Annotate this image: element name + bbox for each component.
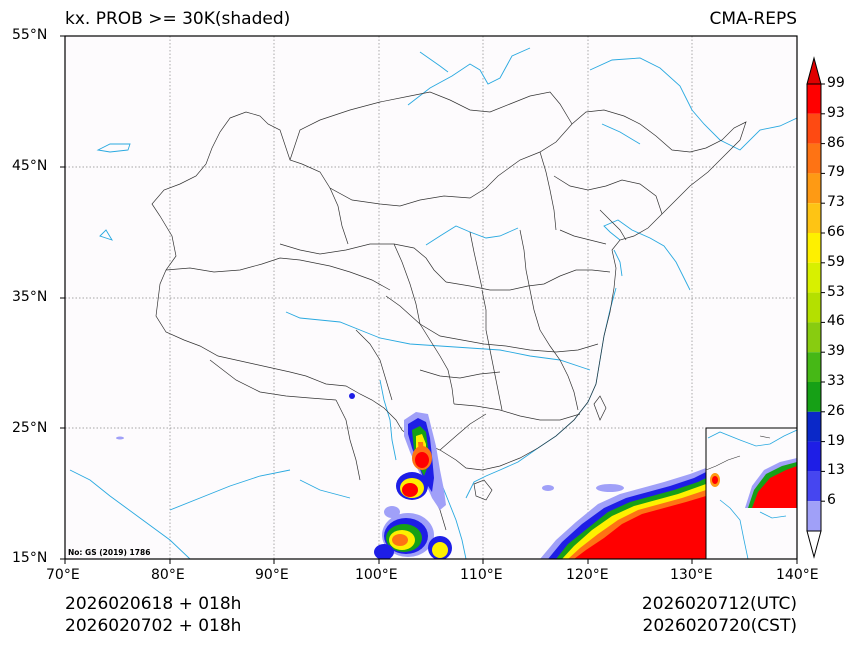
colorbar-frame xyxy=(806,83,822,532)
lat-label-15: 15°N xyxy=(12,550,48,566)
colorbar-segment xyxy=(807,382,821,412)
colorbar-segment xyxy=(807,262,821,293)
lat-label-55: 55°N xyxy=(12,27,48,43)
colorbar-segment xyxy=(807,441,821,472)
colorbar-segment xyxy=(807,352,821,382)
colorbar-segment xyxy=(807,501,821,531)
inset-shading xyxy=(710,458,797,508)
colorbar-label: 26 xyxy=(827,402,845,419)
init-time-cst: 2026020702 + 018h xyxy=(65,616,242,636)
colorbar-label: 39 xyxy=(827,343,845,360)
colorbar-label: 93 xyxy=(827,104,845,121)
inset-coast xyxy=(707,429,797,559)
admin-borders xyxy=(151,91,747,531)
probability-shading xyxy=(116,393,706,559)
colorbar-label: 79 xyxy=(827,164,845,181)
graticule xyxy=(65,36,797,559)
inset-borders xyxy=(705,435,771,471)
colorbar-segment xyxy=(807,143,821,174)
map-title-right: CMA-REPS xyxy=(709,9,797,29)
colorbar-segment xyxy=(807,84,821,114)
colorbar-label: 46 xyxy=(827,313,845,330)
map-approval-note: No: GS (2019) 1786 xyxy=(68,548,151,557)
colorbar-segment xyxy=(807,233,821,263)
colorbar-label: 13 xyxy=(827,462,845,479)
colorbar-segment xyxy=(807,113,821,144)
lon-label-70: 70°E xyxy=(46,567,80,583)
colorbar-label: 86 xyxy=(827,134,845,151)
colorbar-label: 33 xyxy=(827,373,845,389)
colorbar-segment xyxy=(807,411,821,442)
colorbar-label: 73 xyxy=(827,194,845,211)
colorbar-segment xyxy=(807,292,821,323)
colorbar-label: 6 xyxy=(827,492,836,509)
colorbar-under-arrow xyxy=(806,530,822,559)
colorbar-label: 19 xyxy=(827,432,845,449)
colorbar-label: 59 xyxy=(827,253,845,270)
colorbar-segment xyxy=(807,471,821,502)
lon-label-100: 100°E xyxy=(355,567,398,583)
valid-time-cst: 2026020720(CST) xyxy=(642,616,797,636)
lon-label-90: 90°E xyxy=(255,567,289,583)
axis-ticks xyxy=(60,35,798,564)
lon-label-140: 140°E xyxy=(776,567,819,583)
colorbar-label: 66 xyxy=(827,224,845,240)
lat-label-25: 25°N xyxy=(12,420,48,436)
lon-label-80: 80°E xyxy=(151,567,185,583)
valid-time-utc: 2026020712(UTC) xyxy=(641,594,797,614)
lat-label-35: 35°N xyxy=(12,289,48,305)
colorbar-segment xyxy=(807,203,821,233)
colorbar-over-arrow xyxy=(806,56,822,85)
colorbar-label: 99 xyxy=(827,75,845,91)
lon-label-120: 120°E xyxy=(566,567,609,583)
init-time-utc: 2026020618 + 018h xyxy=(65,594,242,614)
lat-label-45: 45°N xyxy=(12,158,48,174)
colorbar-segment xyxy=(807,322,821,353)
colorbar-label: 53 xyxy=(827,283,845,300)
colorbar-segment xyxy=(807,173,821,204)
lon-label-110: 110°E xyxy=(460,567,503,583)
lon-label-130: 130°E xyxy=(670,567,713,583)
map-title-left: kx. PROB >= 30K(shaded) xyxy=(65,9,291,29)
colorbar xyxy=(806,56,825,559)
